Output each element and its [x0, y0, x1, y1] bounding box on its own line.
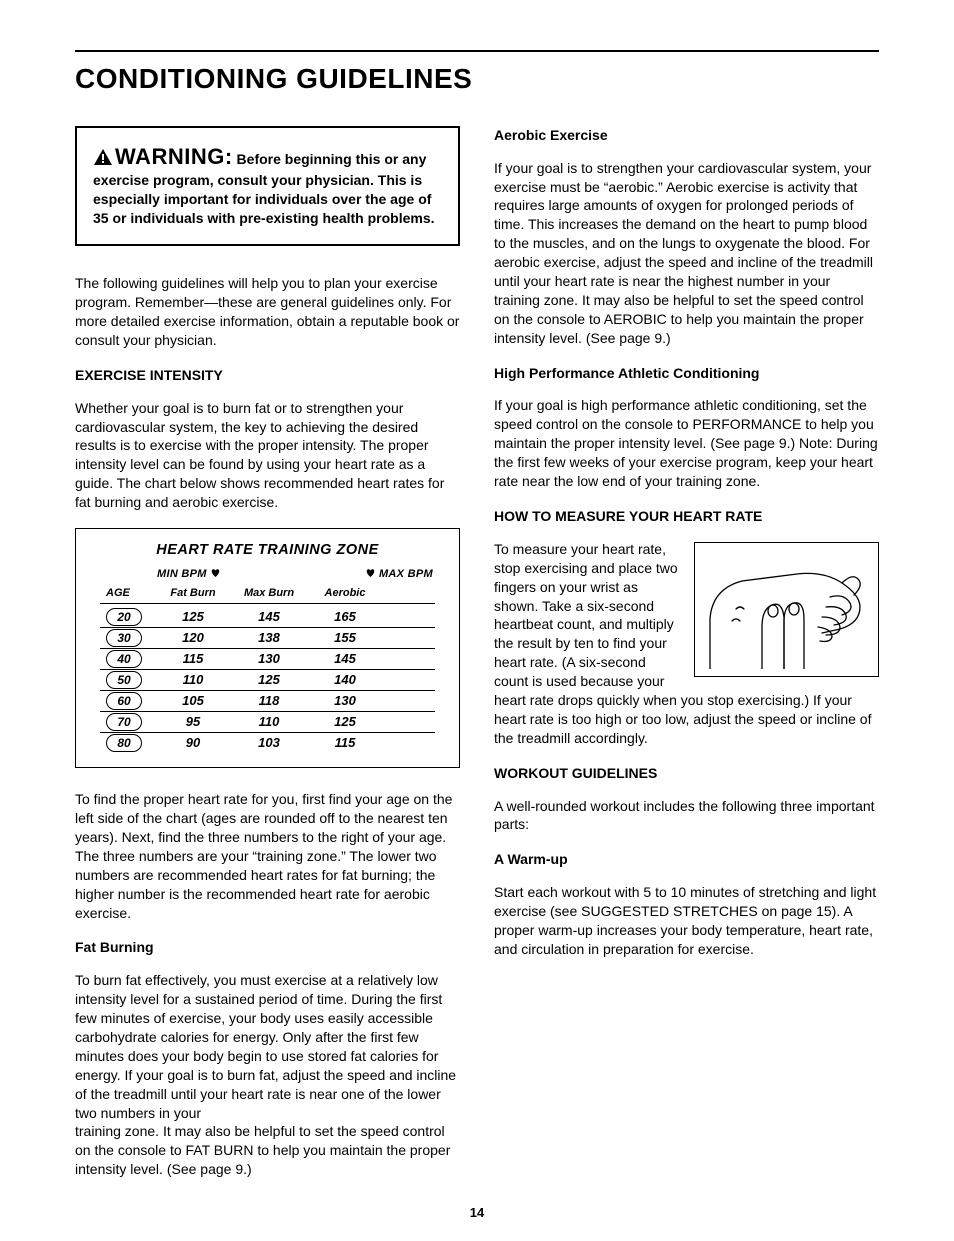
cell-fat-burn: 120 [155, 629, 231, 647]
cell-aerobic: 125 [307, 713, 383, 731]
chart-column-headers: AGE Fat Burn Max Burn Aerobic [100, 586, 435, 604]
warning-lead: Before beginning [237, 151, 352, 167]
measure-block: To measure your heart rate, stop exercis… [494, 540, 879, 748]
table-row: 60105118130 [100, 691, 435, 712]
cell-age: 50 [100, 671, 155, 689]
cell-age: 70 [100, 713, 155, 731]
para-fat-burning-1: To burn fat effectively, you must exerci… [75, 971, 460, 1122]
cell-max-burn: 110 [231, 713, 307, 731]
col-age: AGE [100, 586, 155, 601]
table-row: 40115130145 [100, 649, 435, 670]
para-measure-wrap: To measure your heart rate, stop exercis… [494, 541, 678, 670]
cell-age: 20 [100, 608, 155, 626]
cell-age: 30 [100, 629, 155, 647]
heading-fat-burning: Fat Burning [75, 938, 460, 957]
cell-fat-burn: 110 [155, 671, 231, 689]
heart-icon [365, 568, 376, 583]
heart-rate-chart: HEART RATE TRAINING ZONE MIN BPM MAX BPM… [75, 528, 460, 768]
cell-fat-burn: 105 [155, 692, 231, 710]
para-aerobic: If your goal is to strengthen your cardi… [494, 159, 879, 348]
cell-max-burn: 145 [231, 608, 307, 626]
cell-age: 80 [100, 734, 155, 752]
heart-icon [210, 568, 221, 583]
heading-aerobic: Aerobic Exercise [494, 126, 879, 145]
heading-workout-guidelines: WORKOUT GUIDELINES [494, 764, 879, 783]
warning-label: WARNING: [115, 144, 233, 169]
chart-title: HEART RATE TRAINING ZONE [100, 541, 435, 561]
col-fat-burn: Fat Burn [155, 586, 231, 601]
para-chart-explain: To find the proper heart rate for you, f… [75, 790, 460, 922]
cell-aerobic: 145 [307, 650, 383, 668]
para-exercise-intensity: Whether your goal is to burn fat or to s… [75, 399, 460, 512]
page-title: CONDITIONING GUIDELINES [75, 60, 879, 98]
cell-aerobic: 115 [307, 734, 383, 752]
cell-fat-burn: 90 [155, 734, 231, 752]
col-max-burn: Max Burn [231, 586, 307, 601]
cell-fat-burn: 95 [155, 713, 231, 731]
cell-max-burn: 125 [231, 671, 307, 689]
para-high-performance: If your goal is high performance athleti… [494, 396, 879, 490]
table-row: 30120138155 [100, 628, 435, 649]
table-row: 50110125140 [100, 670, 435, 691]
cell-aerobic: 155 [307, 629, 383, 647]
table-row: 7095110125 [100, 712, 435, 733]
col-aerobic: Aerobic [307, 586, 383, 601]
para-fat-burning-2: training zone. It may also be helpful to… [75, 1122, 460, 1179]
cell-aerobic: 130 [307, 692, 383, 710]
chart-bpm-header: MIN BPM MAX BPM [100, 567, 435, 583]
cell-max-burn: 103 [231, 734, 307, 752]
page-number: 14 [75, 1204, 879, 1222]
cell-max-burn: 138 [231, 629, 307, 647]
top-rule [75, 50, 879, 52]
two-column-body: WARNING: Before beginning this or any ex… [75, 126, 879, 1186]
table-row: 20125145165 [100, 607, 435, 628]
heading-warmup: A Warm-up [494, 850, 879, 869]
cell-max-burn: 118 [231, 692, 307, 710]
heading-exercise-intensity: EXERCISE INTENSITY [75, 366, 460, 385]
warning-box: WARNING: Before beginning this or any ex… [75, 126, 460, 246]
cell-fat-burn: 115 [155, 650, 231, 668]
cell-aerobic: 165 [307, 608, 383, 626]
max-bpm-label: MAX BPM [379, 568, 433, 580]
cell-age: 40 [100, 650, 155, 668]
cell-aerobic: 140 [307, 671, 383, 689]
intro-paragraph: The following guidelines will help you t… [75, 274, 460, 350]
wrist-pulse-illustration [694, 542, 879, 677]
chart-rows: 2012514516530120138155401151301455011012… [100, 607, 435, 753]
cell-age: 60 [100, 692, 155, 710]
warning-triangle-icon [93, 148, 113, 171]
table-row: 8090103115 [100, 733, 435, 753]
heading-high-performance: High Performance Athletic Conditioning [494, 364, 879, 383]
cell-max-burn: 130 [231, 650, 307, 668]
cell-fat-burn: 125 [155, 608, 231, 626]
para-warmup: Start each workout with 5 to 10 minutes … [494, 883, 879, 959]
min-bpm-label: MIN BPM [157, 568, 207, 580]
heading-measure-heart-rate: HOW TO MEASURE YOUR HEART RATE [494, 507, 879, 526]
para-workout-intro: A well-rounded workout includes the foll… [494, 797, 879, 835]
